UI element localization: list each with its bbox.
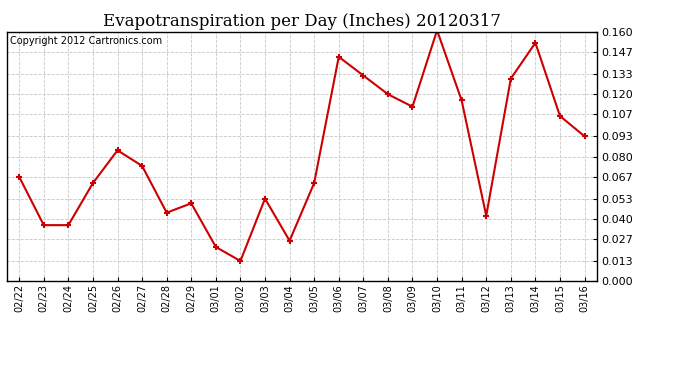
Text: Copyright 2012 Cartronics.com: Copyright 2012 Cartronics.com xyxy=(10,36,162,46)
Title: Evapotranspiration per Day (Inches) 20120317: Evapotranspiration per Day (Inches) 2012… xyxy=(103,13,501,30)
